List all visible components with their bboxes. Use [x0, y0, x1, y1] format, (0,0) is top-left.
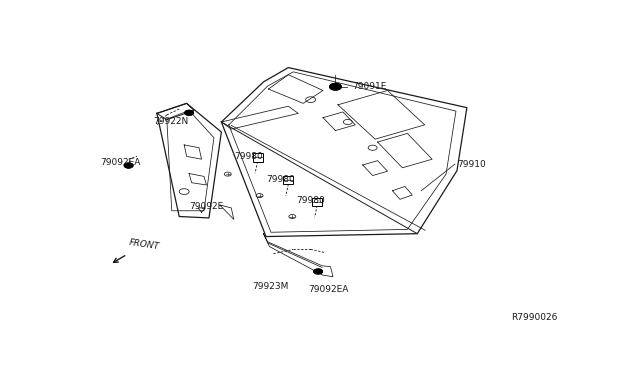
Text: 79923M: 79923M: [253, 282, 289, 291]
Text: 79091E: 79091E: [352, 82, 386, 91]
Circle shape: [185, 110, 193, 115]
Circle shape: [124, 163, 133, 168]
Text: 79910: 79910: [457, 160, 486, 169]
Text: 79092EA: 79092EA: [308, 285, 349, 294]
Text: R7990026: R7990026: [511, 313, 558, 322]
Text: 79092E: 79092E: [189, 202, 223, 211]
Text: 79922N: 79922N: [154, 118, 189, 126]
Bar: [312, 198, 322, 206]
Text: 79092EA: 79092EA: [100, 158, 140, 167]
Bar: [284, 176, 293, 184]
Text: FRONT: FRONT: [129, 238, 160, 251]
Circle shape: [314, 269, 323, 274]
Text: 79980: 79980: [296, 196, 324, 205]
Text: 79980: 79980: [266, 175, 295, 184]
Circle shape: [330, 83, 341, 90]
Text: 79980: 79980: [234, 152, 262, 161]
Bar: [253, 154, 262, 161]
